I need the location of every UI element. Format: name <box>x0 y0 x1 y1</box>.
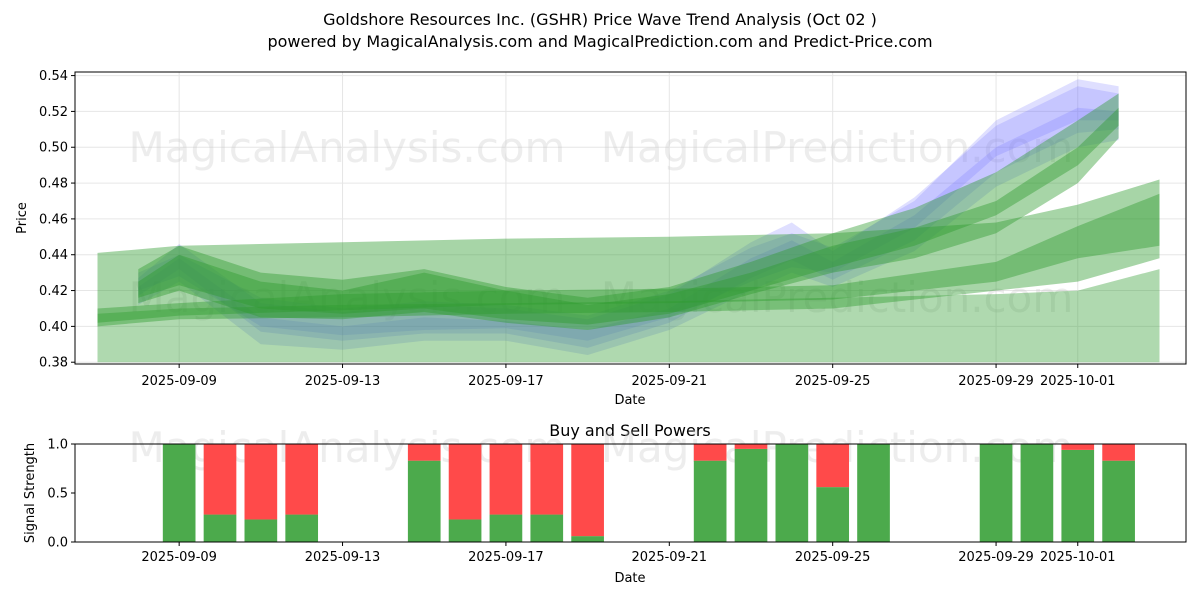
price-x-ticks: 2025-09-09 2025-09-13 2025-09-17 2025-09-21… <box>141 364 1116 389</box>
price-x-tick-label: 2025-09-25 <box>795 374 871 389</box>
price-y-ticks: 0.38 0.40 0.42 0.44 0.46 0.48 0.50 0.52 0.54 <box>39 69 75 371</box>
price-axes-frame <box>74 71 1187 365</box>
price-band-5 <box>97 179 1160 327</box>
chart-title: Goldshore Resources Inc. (GSHR) Price Wa… <box>323 10 877 29</box>
signal-x-label: Date <box>614 571 645 586</box>
price-y-tick-label: 0.38 <box>39 356 68 371</box>
sell-bar <box>1102 444 1135 461</box>
price-y-tick-label: 0.40 <box>39 320 68 335</box>
watermark-analysis-mid: MagicalAnalysis.com <box>129 273 566 322</box>
sell-bar <box>203 444 237 515</box>
price-watermarks: MagicalAnalysis.com MagicalPrediction.co… <box>129 123 1074 322</box>
buy-bar <box>448 519 482 542</box>
signal-y-tick-label: 1.0 <box>47 438 68 453</box>
price-band-2 <box>138 107 1119 355</box>
buy-bar <box>285 514 319 542</box>
buy-bar <box>489 514 523 542</box>
signal-y-tick-label: 0.5 <box>47 487 68 502</box>
sell-bar <box>407 444 441 461</box>
buy-bar <box>1061 449 1095 542</box>
price-x-tick-label: 2025-09-29 <box>958 374 1034 389</box>
price-band-3 <box>138 79 1119 341</box>
signal-x-tick-label: 2025-09-09 <box>141 550 217 565</box>
price-y-label: Price <box>15 202 30 234</box>
signal-x-tick-label: 2025-09-17 <box>468 550 544 565</box>
price-x-tick-label: 2025-10-01 <box>1040 374 1116 389</box>
signal-bars <box>162 444 1135 542</box>
price-band-1 <box>138 86 1119 348</box>
sell-bar <box>489 444 523 515</box>
signal-x-ticks: 2025-09-09 2025-09-13 2025-09-17 2025-09-21… <box>141 542 1116 565</box>
signal-x-tick-label: 2025-09-21 <box>632 550 708 565</box>
price-band-7 <box>138 107 1119 330</box>
sell-bar <box>448 444 482 520</box>
buy-bar <box>571 536 604 542</box>
buy-bar <box>857 444 890 542</box>
price-x-tick-label: 2025-09-13 <box>305 374 381 389</box>
signal-x-tick-label: 2025-09-25 <box>795 550 871 565</box>
sell-bar <box>693 444 727 461</box>
sell-bar <box>816 444 850 488</box>
sell-bar <box>1061 444 1095 450</box>
buy-bar <box>1102 460 1135 542</box>
sell-bar <box>734 444 768 449</box>
price-x-label: Date <box>614 393 645 408</box>
sell-bar <box>285 444 319 515</box>
signal-chart-title: Buy and Sell Powers <box>549 421 711 440</box>
buy-bar <box>734 448 768 542</box>
buy-bar <box>244 519 278 542</box>
price-band-8 <box>138 93 1119 325</box>
signal-y-ticks: 0.0 0.5 1.0 <box>47 438 75 551</box>
sell-bar <box>244 444 278 520</box>
price-band-6 <box>97 193 1160 323</box>
chart-subtitle: powered by MagicalAnalysis.com and Magic… <box>267 32 932 51</box>
signal-x-tick-label: 2025-10-01 <box>1040 550 1116 565</box>
price-grid <box>75 72 1186 364</box>
buy-bar <box>816 487 850 542</box>
buy-bar <box>203 514 237 542</box>
buy-bar <box>530 514 564 542</box>
buy-bar <box>693 460 727 542</box>
price-y-tick-label: 0.42 <box>39 284 68 299</box>
buy-bar <box>979 444 1013 542</box>
signal-y-tick-label: 0.0 <box>47 536 68 551</box>
sell-bar <box>571 444 604 537</box>
signal-x-tick-label: 2025-09-29 <box>958 550 1034 565</box>
watermark-prediction-mid: MagicalPrediction.com <box>601 273 1074 322</box>
price-x-tick-label: 2025-09-21 <box>632 374 708 389</box>
price-bands <box>97 79 1160 363</box>
price-x-tick-label: 2025-09-17 <box>468 374 544 389</box>
price-y-tick-label: 0.46 <box>39 212 68 227</box>
price-y-tick-label: 0.52 <box>39 105 68 120</box>
buy-bar <box>1020 444 1054 542</box>
watermark-analysis-top: MagicalAnalysis.com <box>129 123 566 172</box>
signal-x-tick-label: 2025-09-13 <box>305 550 381 565</box>
price-y-tick-label: 0.54 <box>39 69 68 84</box>
buy-bar <box>162 444 196 542</box>
price-y-tick-label: 0.50 <box>39 141 68 156</box>
sell-bar <box>530 444 564 515</box>
price-y-tick-label: 0.44 <box>39 248 68 263</box>
price-y-tick-label: 0.48 <box>39 177 68 192</box>
watermark-prediction-top: MagicalPrediction.com <box>601 123 1074 172</box>
price-band-4 <box>97 269 1160 363</box>
buy-bar <box>775 444 809 542</box>
buy-bar <box>407 460 441 542</box>
signal-y-label: Signal Strength <box>23 443 38 543</box>
price-x-tick-label: 2025-09-09 <box>141 374 217 389</box>
